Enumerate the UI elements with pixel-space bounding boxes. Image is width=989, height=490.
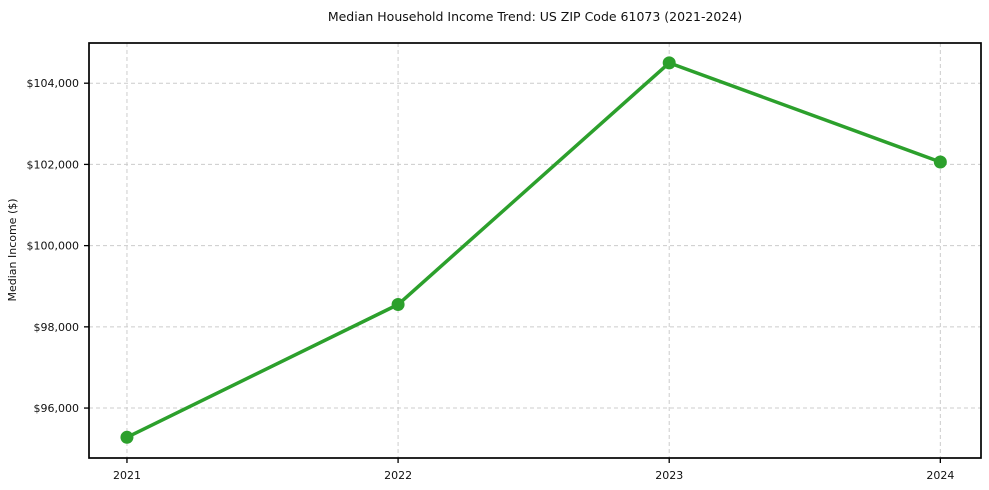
gridlines-layer: [89, 43, 981, 458]
data-point: [662, 56, 676, 70]
plot-layer: [120, 56, 947, 444]
y-tick-label: $96,000: [34, 402, 80, 415]
x-tick-label: 2021: [113, 469, 141, 482]
data-point: [933, 155, 947, 169]
y-tick-label: $104,000: [27, 77, 80, 90]
data-point: [120, 430, 134, 444]
x-tick-label: 2023: [655, 469, 683, 482]
plot-frame: [88, 42, 982, 459]
x-tick-label: 2022: [384, 469, 412, 482]
x-tick-label: 2024: [926, 469, 954, 482]
y-tick-label: $98,000: [34, 321, 80, 334]
data-point: [391, 298, 405, 312]
income-trend-line: [125, 61, 943, 440]
y-axis-title: Median Income ($): [6, 198, 19, 301]
chart-title: Median Household Income Trend: US ZIP Co…: [328, 9, 742, 24]
axes-layer: $96,000 $98,000 $100,000 $102,000 $104,000 20…: [27, 42, 982, 482]
y-tick-label: $102,000: [27, 158, 80, 171]
y-tick-label: $100,000: [27, 240, 80, 253]
